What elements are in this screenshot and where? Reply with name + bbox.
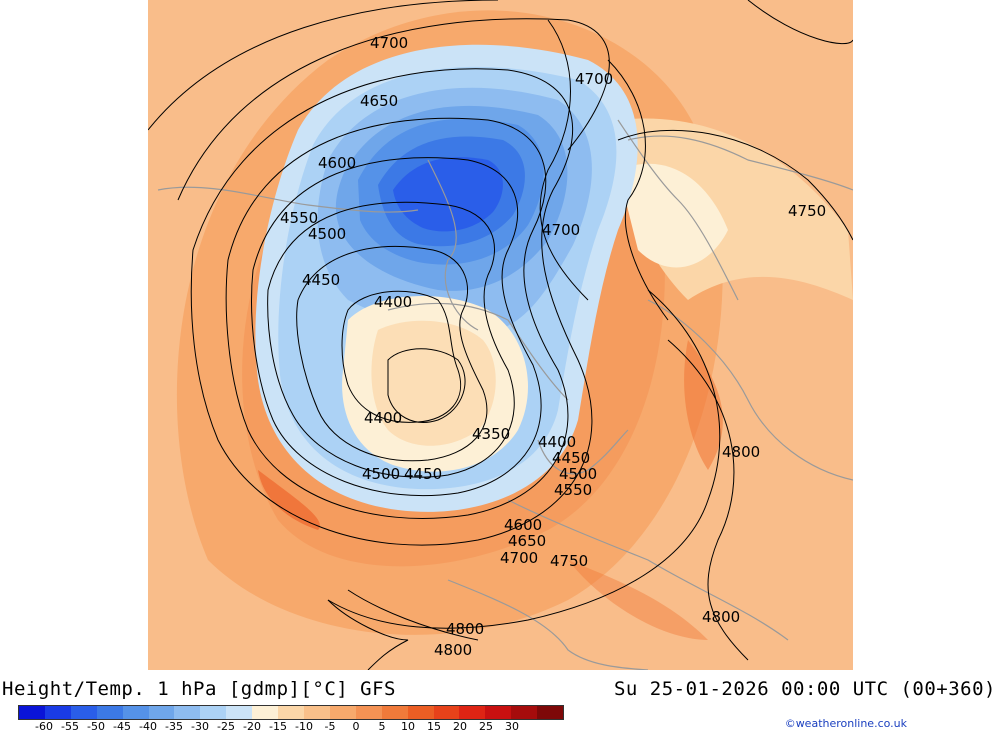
- colorbar-swatch: [122, 706, 149, 719]
- contour-label: 4750: [788, 202, 826, 220]
- credit-link[interactable]: ©weatheronline.co.uk: [784, 717, 907, 730]
- colorbar-swatch: [355, 706, 382, 719]
- contour-label: 4450: [404, 465, 442, 483]
- contour-label: 4400: [538, 433, 576, 451]
- height-contours: [148, 0, 853, 670]
- colorbar-swatch: [252, 706, 279, 719]
- contour-label: 4750: [550, 552, 588, 570]
- contour-label: 4500: [362, 465, 400, 483]
- colorbar-tick-labels: -60 -55 -50 -45 -40 -35 -30 -25 -20 -15 -10 -5 0 5 10 1…: [18, 720, 564, 733]
- colorbar-tick-label: -50: [87, 720, 105, 733]
- contour-label: 4400: [364, 409, 402, 427]
- colorbar-swatch: [407, 706, 434, 719]
- contour-label: 4700: [542, 221, 580, 239]
- contour-labels: 4700 4700 4650 4600 4550 4500 4450 4400 …: [280, 34, 826, 659]
- height-temperature-map: 4700 4700 4650 4600 4550 4500 4450 4400 …: [148, 0, 853, 670]
- temperature-shading: [176, 10, 853, 640]
- colorbar-swatch: [485, 706, 512, 719]
- contour-label: 4700: [500, 549, 538, 567]
- colorbar-tick-label: -35: [165, 720, 183, 733]
- colorbar-swatch: [381, 706, 408, 719]
- contour-label: 4800: [702, 608, 740, 626]
- colorbar-tick-label: 20: [453, 720, 467, 733]
- colorbar-swatch: [200, 706, 227, 719]
- colorbar-tick-label: -40: [139, 720, 157, 733]
- colorbar-swatch: [329, 706, 356, 719]
- colorbar-tick-label: 15: [427, 720, 441, 733]
- colorbar-tick-label: -25: [217, 720, 235, 733]
- colorbar-tick-label: -55: [61, 720, 79, 733]
- contour-label: 4550: [280, 209, 318, 227]
- contour-label: 4800: [722, 443, 760, 461]
- contour-label: 4800: [434, 641, 472, 659]
- colorbar-tick-label: 30: [505, 720, 519, 733]
- contour-label: 4550: [554, 481, 592, 499]
- colorbar-tick-label: -60: [35, 720, 53, 733]
- colorbar-swatch: [511, 706, 538, 719]
- contour-label: 4800: [446, 620, 484, 638]
- contour-label: 4500: [559, 465, 597, 483]
- contour-label: 4650: [360, 92, 398, 110]
- contour-label: 4500: [308, 225, 346, 243]
- map-panel: 4700 4700 4650 4600 4550 4500 4450 4400 …: [148, 0, 853, 670]
- contour-label: 4350: [472, 425, 510, 443]
- colorbar-swatch: [303, 706, 330, 719]
- contour-label: 4450: [302, 271, 340, 289]
- colorbar-tick-label: -5: [324, 720, 336, 733]
- colorbar-swatch: [433, 706, 460, 719]
- coastlines: [157, 119, 853, 670]
- colorbar-swatch: [226, 706, 253, 719]
- valid-time: Su 25-01-2026 00:00 UTC (00+360): [613, 678, 996, 700]
- contour-label: 4400: [374, 293, 412, 311]
- colorbar-tick-label: 0: [352, 720, 360, 733]
- contour-label: 4650: [508, 532, 546, 550]
- colorbar-tick-label: -10: [295, 720, 313, 733]
- contour-label: 4600: [318, 154, 356, 172]
- colorbar-swatch: [459, 706, 486, 719]
- colorbar-swatch: [96, 706, 123, 719]
- colorbar-swatch: [537, 706, 564, 719]
- colorbar-tick-label: 25: [479, 720, 493, 733]
- colorbar-tick-label: 5: [378, 720, 386, 733]
- colorbar-swatch: [174, 706, 201, 719]
- colorbar-swatch: [19, 706, 45, 719]
- colorbar-swatch: [44, 706, 71, 719]
- colorbar-tick-label: 10: [401, 720, 415, 733]
- colorbar-swatch: [148, 706, 175, 719]
- colorbar-tick-label: -20: [243, 720, 261, 733]
- colorbar-tick-label: -45: [113, 720, 131, 733]
- colorbar-tick-label: -15: [269, 720, 287, 733]
- contour-label: 4450: [552, 449, 590, 467]
- contour-label: 4600: [504, 516, 542, 534]
- colorbar-swatch: [278, 706, 304, 719]
- contour-label: 4700: [575, 70, 613, 88]
- temperature-colorbar: [18, 705, 564, 720]
- chart-title: Height/Temp. 1 hPa [gdmp][°C] GFS: [2, 678, 396, 700]
- colorbar-tick-label: -30: [191, 720, 209, 733]
- contour-label: 4700: [370, 34, 408, 52]
- colorbar-swatch: [70, 706, 97, 719]
